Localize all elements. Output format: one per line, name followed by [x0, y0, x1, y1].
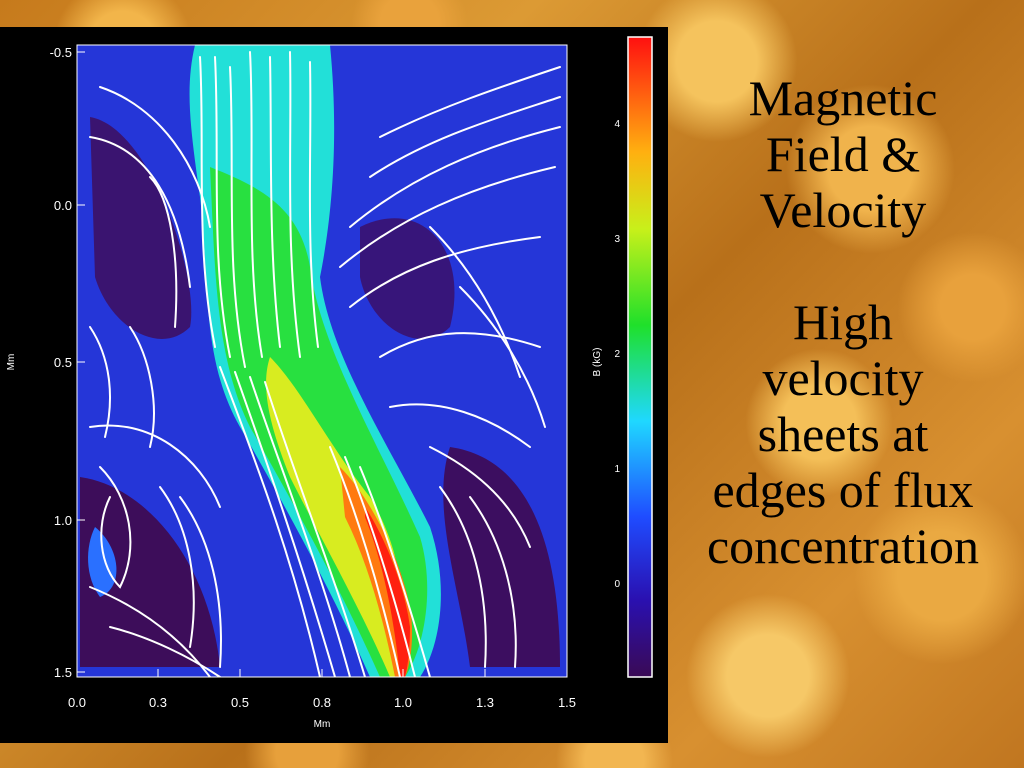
x-axis-label: Mm [314, 719, 331, 730]
colorbar-tick-label: 0 [614, 579, 620, 590]
colorbar: 0 1 2 3 4 B (kG) [592, 36, 653, 678]
y-tick-label: 0.5 [54, 355, 72, 370]
colorbar-tick-label: 3 [614, 234, 620, 245]
x-tick-label: 1.0 [394, 695, 412, 710]
body-line: edges of flux [712, 462, 974, 518]
body-line: velocity [762, 350, 924, 406]
plot-canvas: -0.5 0.0 0.5 1.0 1.5 Mm 0.0 0.3 0.5 0.8 … [6, 36, 653, 730]
y-axis: -0.5 0.0 0.5 1.0 1.5 Mm [6, 45, 85, 680]
x-tick-label: 0.8 [313, 695, 331, 710]
colorbar-tick-label: 4 [614, 119, 620, 130]
y-tick-label: 1.0 [54, 513, 72, 528]
y-tick-label: -0.5 [50, 45, 72, 60]
x-tick-label: 0.0 [68, 695, 86, 710]
colorbar-tick-label: 2 [614, 349, 620, 360]
colorbar-label: B (kG) [592, 348, 603, 377]
x-tick-label: 1.3 [476, 695, 494, 710]
field-map [77, 45, 567, 677]
y-tick-label: 1.5 [54, 665, 72, 680]
body-line: concentration [706, 518, 980, 574]
magnetic-field-velocity-plot: -0.5 0.0 0.5 1.0 1.5 Mm 0.0 0.3 0.5 0.8 … [0, 27, 668, 743]
colorbar-tick-label: 1 [614, 464, 620, 475]
velocity-streamlines [89, 51, 561, 677]
x-tick-label: 0.3 [149, 695, 167, 710]
title-line: Velocity [759, 182, 927, 238]
y-axis-label: Mm [6, 354, 17, 371]
x-tick-label: 1.5 [558, 695, 576, 710]
x-tick-label: 0.5 [231, 695, 249, 710]
body-line: sheets at [757, 406, 929, 462]
y-tick-label: 0.0 [54, 198, 72, 213]
x-axis: 0.0 0.3 0.5 0.8 1.0 1.3 1.5 Mm [68, 669, 576, 730]
title-line: Magnetic [748, 70, 938, 126]
slide-text: Magnetic Field & Velocity High velocity … [668, 70, 1018, 574]
body-line: High [793, 294, 893, 350]
title-line: Field & [765, 126, 921, 182]
